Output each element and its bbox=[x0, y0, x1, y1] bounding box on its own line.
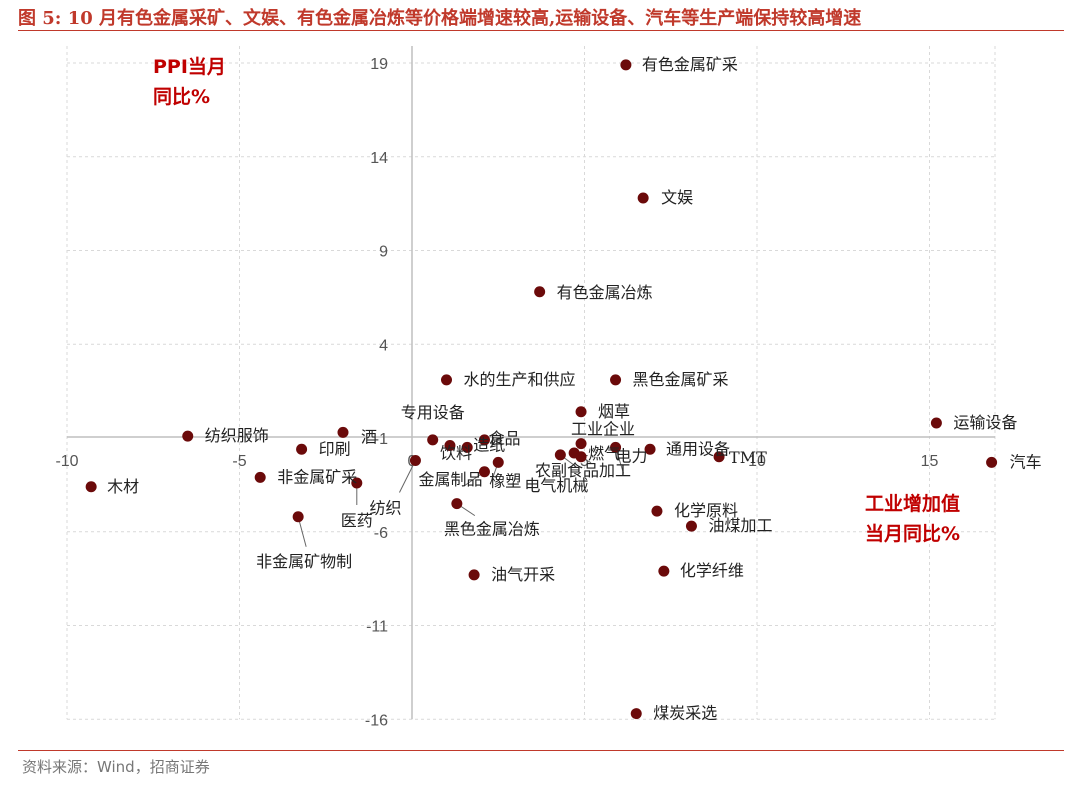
data-point bbox=[337, 426, 349, 438]
y-tick-label: 19 bbox=[370, 56, 388, 73]
point-label: 油气开采 bbox=[491, 565, 555, 584]
y-tick-label: 14 bbox=[370, 150, 388, 167]
figure-title: 图 5: 10 月有色金属采矿、文娱、有色金属冶炼等价格端增速较高,运输设备、汽… bbox=[18, 8, 862, 29]
point-label: 金属制品 bbox=[418, 470, 482, 489]
data-point bbox=[409, 455, 421, 466]
data-point bbox=[85, 481, 97, 493]
x-axis-title-line-1: 工业增加值 bbox=[865, 492, 960, 515]
point-label: 化学纤维 bbox=[680, 561, 744, 580]
grid-layer bbox=[66, 46, 996, 720]
point-label: 医药 bbox=[341, 511, 373, 530]
point-label: 印刷 bbox=[319, 439, 351, 458]
point-label: 汽车 bbox=[1010, 452, 1042, 471]
point-label: 非金属矿采 bbox=[277, 467, 357, 486]
y-tick-label: -1 bbox=[374, 431, 388, 448]
point-label: 橡塑 bbox=[489, 471, 521, 490]
data-points bbox=[85, 59, 998, 720]
point-label: 烟草 bbox=[598, 402, 630, 421]
y-tick-label: -6 bbox=[374, 525, 388, 542]
data-point bbox=[685, 520, 697, 532]
point-label: 通用设备 bbox=[666, 439, 730, 458]
point-label: 食品 bbox=[488, 429, 520, 448]
data-point bbox=[292, 511, 304, 523]
y-axis-title-line-2: 同比% bbox=[153, 86, 210, 108]
point-label: 煤炭采选 bbox=[653, 704, 717, 723]
data-point bbox=[658, 565, 670, 577]
data-point bbox=[461, 441, 473, 453]
data-point bbox=[254, 471, 266, 483]
point-label: 木材 bbox=[107, 477, 139, 496]
point-label: 运输设备 bbox=[953, 413, 1017, 432]
point-label: 造纸 bbox=[473, 435, 505, 454]
x-tick-label: 10 bbox=[748, 453, 766, 470]
data-point bbox=[534, 286, 546, 298]
data-point bbox=[296, 443, 308, 455]
y-tick-label: -16 bbox=[365, 712, 388, 729]
x-tick-label: 5 bbox=[580, 453, 589, 470]
point-label: 有色金属冶炼 bbox=[557, 283, 653, 302]
point-label: 农副食品加工 bbox=[535, 461, 631, 480]
data-point bbox=[478, 466, 490, 478]
point-label: 纺织 bbox=[369, 499, 401, 518]
y-tick-label: 9 bbox=[379, 244, 388, 261]
point-label: 水的生产和供应 bbox=[464, 370, 576, 389]
y-tick-label: -11 bbox=[366, 619, 388, 636]
leader-line bbox=[399, 460, 416, 493]
point-label: 油煤加工 bbox=[708, 516, 772, 535]
source-note: 资料来源：Wind，招商证券 bbox=[22, 758, 210, 776]
data-point bbox=[444, 440, 456, 451]
data-point bbox=[468, 569, 480, 581]
data-point bbox=[930, 417, 942, 429]
point-label: 饮料 bbox=[440, 444, 472, 463]
x-tick-label: -10 bbox=[55, 453, 78, 470]
data-point bbox=[610, 374, 622, 386]
point-label: 文娱 bbox=[661, 188, 693, 207]
point-label: 纺织服饰 bbox=[205, 426, 269, 445]
data-point bbox=[575, 438, 587, 450]
data-point bbox=[713, 451, 725, 463]
point-label: TMT bbox=[729, 448, 767, 467]
x-tick-label: -5 bbox=[232, 453, 246, 470]
x-tick-label: 15 bbox=[921, 453, 939, 470]
data-point bbox=[651, 505, 663, 517]
point-label: 非金属矿物制 bbox=[256, 552, 352, 571]
data-point bbox=[575, 406, 587, 418]
title-divider bbox=[18, 30, 1064, 31]
data-point bbox=[637, 192, 649, 204]
point-label: 专用设备 bbox=[401, 403, 465, 422]
data-point bbox=[554, 449, 566, 461]
data-point bbox=[630, 708, 642, 720]
point-label: 有色金属矿采 bbox=[642, 55, 738, 74]
data-point bbox=[427, 434, 439, 446]
point-label: 工业企业 bbox=[571, 420, 635, 439]
data-point bbox=[182, 430, 194, 442]
data-point bbox=[441, 374, 452, 386]
y-tick-label: 4 bbox=[379, 337, 388, 354]
point-label: 黑色金属矿采 bbox=[633, 370, 729, 389]
point-label: 黑色金属冶炼 bbox=[444, 520, 540, 539]
y-axis-title-line-1: PPI当月 bbox=[153, 55, 226, 78]
x-axis-title-line-2: 当月同比% bbox=[865, 522, 960, 545]
point-label: 酒 bbox=[361, 427, 377, 446]
footer-divider bbox=[18, 750, 1064, 751]
point-label: 电力 bbox=[616, 446, 648, 465]
point-label: 电气机械 bbox=[524, 476, 588, 495]
data-point bbox=[492, 456, 504, 468]
data-point bbox=[351, 477, 363, 489]
data-point bbox=[451, 498, 463, 510]
point-label: 燃气 bbox=[588, 444, 620, 463]
point-label: 化学原料 bbox=[674, 501, 738, 520]
data-point bbox=[610, 441, 622, 453]
data-point bbox=[644, 443, 656, 455]
data-point bbox=[620, 59, 632, 71]
data-point bbox=[986, 456, 998, 468]
data-point bbox=[478, 434, 490, 446]
data-point bbox=[575, 451, 587, 463]
